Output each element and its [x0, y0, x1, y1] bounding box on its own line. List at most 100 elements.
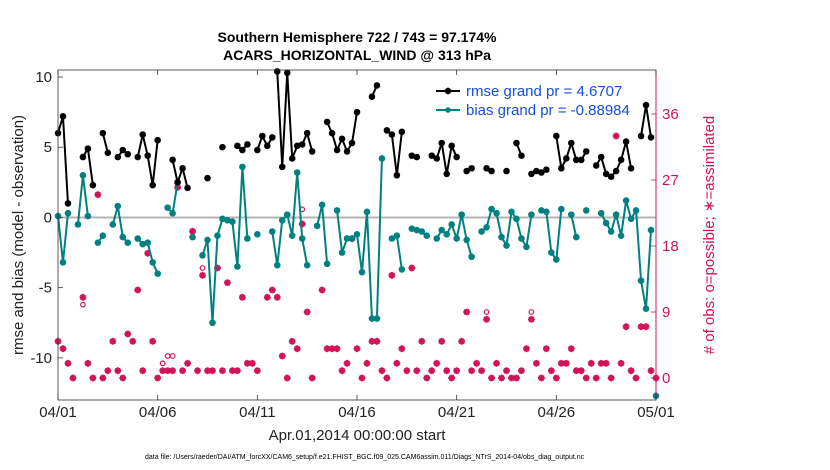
rmse-point [513, 139, 520, 147]
bias-point [273, 261, 281, 269]
obs-assimilated-marker [478, 367, 485, 375]
obs-possible-marker [533, 360, 540, 367]
obs-assimilated-marker [378, 367, 386, 375]
rmse-point [149, 181, 156, 189]
rmse-point [348, 139, 356, 147]
bias-point [74, 221, 82, 228]
obs-possible-marker [578, 367, 585, 374]
bias-point [373, 315, 381, 322]
obs-possible-marker [493, 360, 500, 367]
obs-assimilated-marker [438, 337, 446, 345]
rmse-point [627, 165, 635, 172]
obs-assimilated-marker [468, 367, 476, 375]
obs-assimilated-marker [253, 367, 261, 375]
obs-assimilated-marker [597, 359, 605, 367]
obs-assimilated-marker [94, 191, 102, 199]
rmse-point [563, 155, 570, 162]
obs-assimilated-marker [328, 345, 336, 353]
rmse-point [338, 135, 346, 143]
bias-point [642, 305, 650, 313]
obs-assimilated-marker [154, 374, 162, 382]
obs-possible-marker [94, 191, 101, 198]
obs-possible-marker [139, 367, 146, 374]
obs-possible-marker [124, 331, 131, 337]
obs-possible-marker [543, 345, 550, 352]
chart-subtitle: ACARS_HORIZONTAL_WIND @ 313 hPa [223, 47, 491, 63]
rmse-point [84, 145, 92, 152]
obs-possible-marker [633, 375, 639, 381]
bias-point [164, 204, 171, 211]
obs-assimilated-marker [418, 337, 426, 345]
obs-assimilated-marker [179, 367, 186, 375]
obs-possible-marker [483, 309, 490, 315]
rmse-point [99, 129, 107, 137]
rmse-point [593, 162, 600, 169]
rmse-point [219, 144, 226, 151]
obs-possible-marker [473, 360, 480, 367]
rmse-point [343, 148, 351, 155]
obs-assimilated-marker [139, 367, 147, 375]
obs-assimilated-marker [458, 337, 466, 345]
rmse-point [298, 141, 306, 148]
rmse-point [558, 165, 565, 172]
obs-assimilated-marker [577, 367, 585, 375]
x-tick-label: 05/01 [637, 404, 675, 421]
rmse-point [612, 167, 620, 175]
rmse-point [59, 113, 67, 120]
y2-tick-label: 0 [662, 370, 670, 387]
obs-assimilated-marker [383, 374, 391, 382]
bias-point [64, 209, 72, 217]
obs-possible-marker [134, 287, 141, 293]
bias-point [443, 230, 451, 238]
obs-assimilated-marker [69, 374, 77, 382]
legend-marker [444, 87, 452, 95]
rmse-point [408, 152, 416, 159]
bias-point [144, 239, 151, 247]
obs-assimilated-marker [288, 337, 296, 345]
rmse-point [89, 181, 97, 189]
obs-assimilated-marker [518, 367, 525, 375]
x-tick-label: 04/26 [538, 404, 576, 421]
obs-possible-marker [528, 309, 535, 315]
obs-assimilated-marker [358, 374, 366, 382]
obs-assimilated-marker [303, 308, 311, 316]
rmse-point [538, 169, 545, 176]
obs-assimilated-marker [298, 220, 306, 228]
x-tick-label: 04/16 [338, 404, 376, 421]
rmse-point [398, 128, 406, 135]
obs-possible-marker [209, 367, 216, 374]
obs-possible-marker [568, 345, 575, 352]
obs-assimilated-marker [398, 345, 406, 353]
bias-point [313, 222, 321, 230]
obs-assimilated-marker [642, 323, 650, 331]
bias-point [94, 239, 102, 247]
rmse-point [174, 179, 181, 186]
x-tick-label: 04/21 [438, 404, 476, 421]
obs-assimilated-marker [483, 315, 490, 323]
obs-assimilated-marker [582, 374, 590, 382]
obs-possible-marker [398, 345, 405, 352]
obs-possible-marker [199, 265, 206, 271]
rmse-point [373, 82, 381, 89]
obs-assimilated-marker [528, 315, 535, 323]
rmse-point [308, 148, 316, 155]
bias-point [607, 228, 615, 235]
y-tick-label: 5 [44, 139, 52, 156]
obs-assimilated-marker [194, 367, 201, 375]
obs-possible-marker [254, 367, 261, 374]
bias-line-segment [271, 172, 309, 266]
bias-point [498, 233, 505, 241]
obs-assimilated-marker [388, 271, 396, 279]
rmse-point [244, 141, 251, 148]
obs-assimilated-marker [273, 293, 281, 301]
obs-possible-marker [458, 338, 465, 345]
obs-possible-marker [249, 360, 256, 367]
rmse-point [169, 156, 176, 164]
obs-possible-marker [184, 360, 191, 367]
bias-point [254, 230, 261, 238]
rmse-point [139, 131, 146, 138]
obs-assimilated-marker [557, 359, 565, 367]
rmse-point [413, 153, 420, 161]
bias-point [229, 218, 236, 225]
obs-possible-marker [294, 345, 301, 352]
